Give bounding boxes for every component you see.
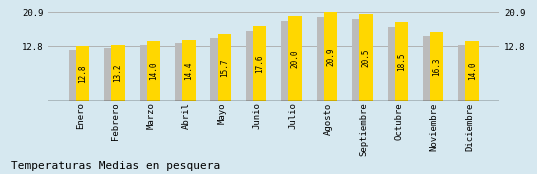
Text: 15.7: 15.7 [220, 58, 229, 77]
Bar [388, 27, 397, 101]
Bar [111, 45, 125, 101]
Bar [246, 31, 256, 101]
Bar [324, 12, 337, 101]
Text: 18.5: 18.5 [397, 52, 406, 71]
Text: 13.2: 13.2 [113, 64, 122, 82]
Bar [359, 14, 373, 101]
Bar [104, 48, 114, 101]
Bar [253, 26, 266, 101]
Bar [147, 41, 160, 101]
Bar [69, 50, 79, 101]
Bar [395, 22, 408, 101]
Bar [288, 16, 302, 101]
Bar [175, 43, 185, 101]
Bar [140, 45, 150, 101]
Text: 12.8: 12.8 [78, 64, 87, 83]
Bar [430, 32, 444, 101]
Bar [459, 45, 468, 101]
Bar [352, 19, 362, 101]
Bar [211, 38, 220, 101]
Text: 16.3: 16.3 [432, 57, 441, 76]
Bar [217, 34, 231, 101]
Bar [466, 41, 479, 101]
Bar [423, 36, 433, 101]
Text: 20.0: 20.0 [291, 49, 300, 68]
Text: 17.6: 17.6 [255, 54, 264, 73]
Text: 14.0: 14.0 [149, 62, 158, 80]
Bar [182, 40, 195, 101]
Bar [317, 17, 326, 101]
Bar [76, 46, 89, 101]
Text: 20.9: 20.9 [326, 47, 335, 66]
Text: 20.5: 20.5 [361, 48, 371, 67]
Text: 14.4: 14.4 [184, 61, 193, 80]
Text: Temperaturas Medias en pesquera: Temperaturas Medias en pesquera [11, 161, 220, 171]
Bar [281, 21, 291, 101]
Text: 14.0: 14.0 [468, 62, 477, 80]
